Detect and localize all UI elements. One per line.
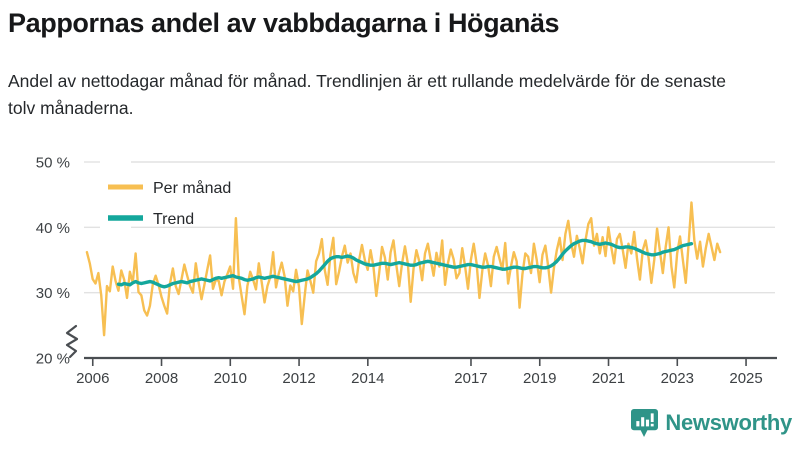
chart-subtitle: Andel av nettodagar månad för månad. Tre… — [8, 71, 726, 118]
bar-chart-bubble-icon — [631, 408, 659, 437]
y-axis-break-icon — [65, 324, 79, 359]
x-tick-label: 2025 — [729, 370, 762, 387]
x-tick-label: 2021 — [592, 370, 625, 387]
x-tick-label: 2019 — [523, 370, 556, 387]
series-line-per-manad — [85, 201, 722, 337]
x-axis-ticks — [91, 358, 747, 366]
x-tick-label: 2017 — [454, 370, 487, 387]
x-tick-label: 2014 — [351, 370, 384, 387]
x-tick-label: 2006 — [76, 370, 109, 387]
newsworthy-logo[interactable]: Newsworthy — [631, 406, 792, 440]
y-axis-tick-labels: 20 % 30 % 40 % 50 % — [36, 155, 70, 368]
legend-label: Trend — [153, 211, 194, 228]
chart-legend: Per månad Trend — [108, 179, 231, 228]
x-tick-label: 2010 — [214, 370, 247, 387]
series-line-trend — [116, 238, 694, 289]
x-tick-label: 2012 — [282, 370, 315, 387]
newsworthy-wordmark: Newsworthy — [665, 410, 792, 435]
line-monthly — [85, 201, 722, 337]
axis-break-zigzag — [65, 324, 79, 359]
y-tick-label: 30 % — [36, 285, 70, 302]
x-axis-tick-labels: 2006 2008 2010 2012 2014 2017 2019 2021 2023 2025 — [76, 370, 763, 387]
y-tick-label: 50 % — [36, 155, 70, 172]
legend-label: Per månad — [153, 179, 231, 197]
page-title: Pappornas andel av vabbdagarna i Höganäs — [8, 8, 560, 38]
line-trend — [116, 238, 694, 289]
y-tick-label: 40 % — [36, 220, 70, 237]
y-tick-label: 20 % — [36, 351, 70, 368]
x-tick-label: 2023 — [661, 370, 694, 387]
x-tick-label: 2008 — [145, 370, 178, 387]
